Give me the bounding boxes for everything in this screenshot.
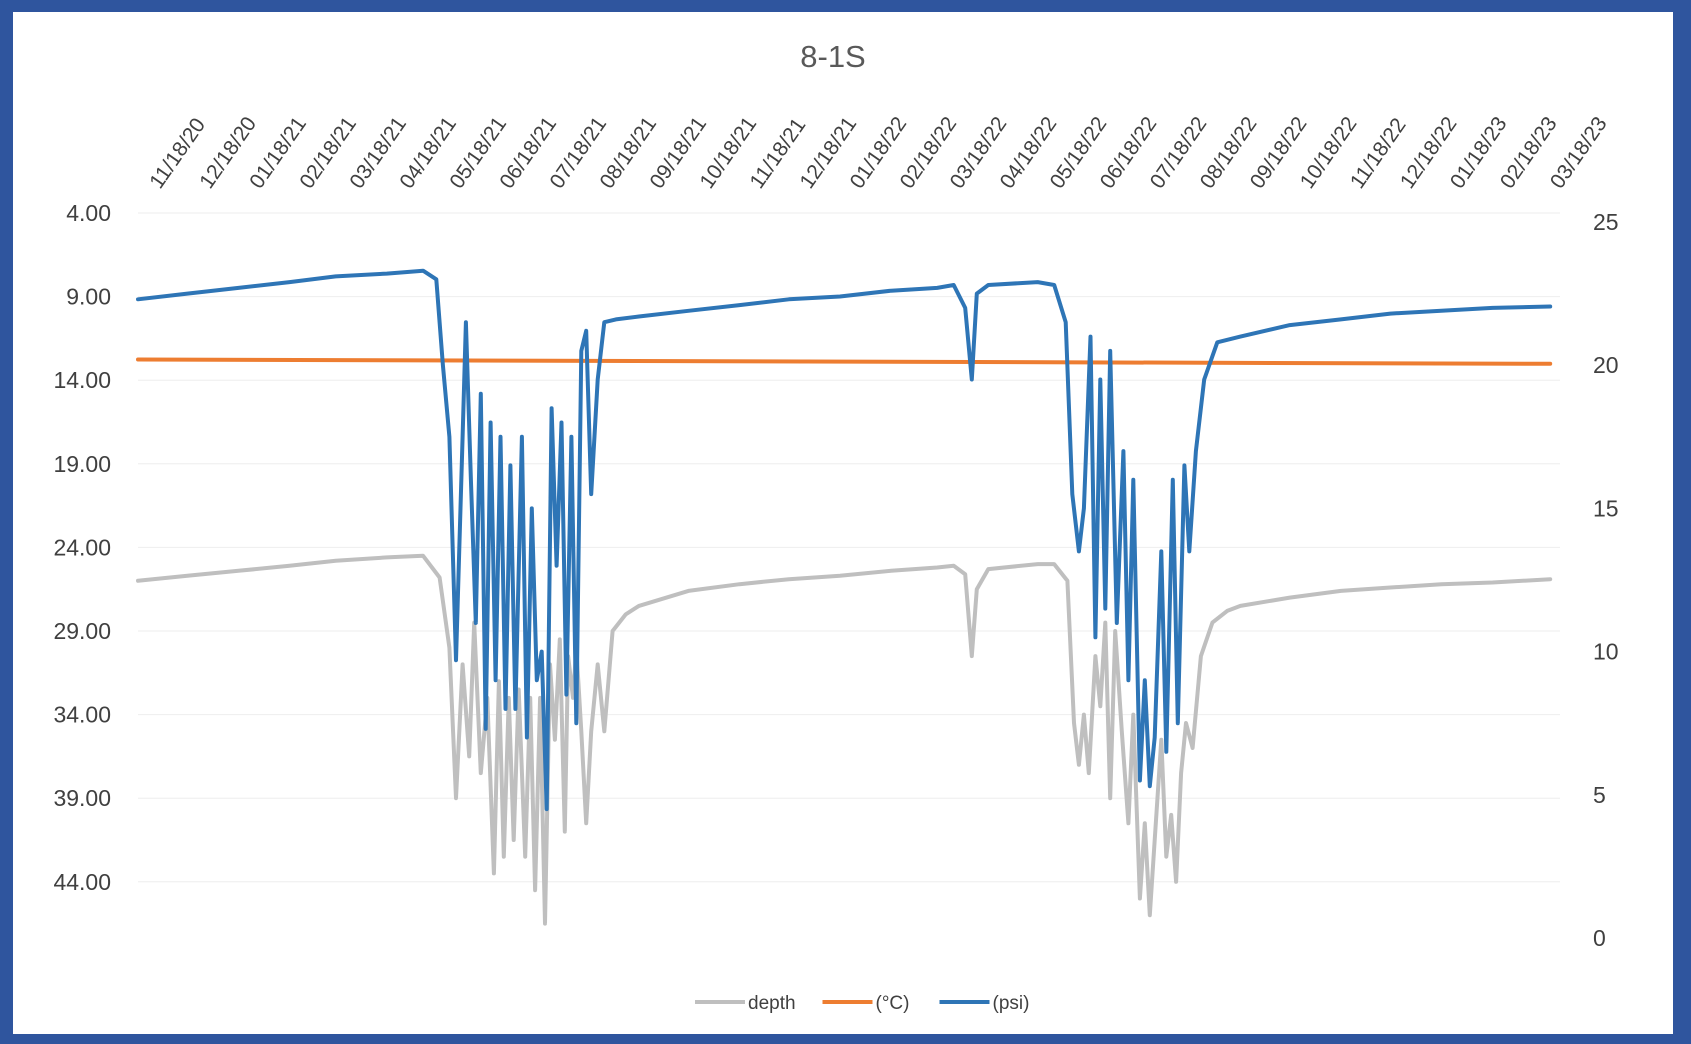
y-right-tick-label: 20	[1593, 352, 1619, 378]
legend: depth (°C) (psi)	[695, 993, 1029, 1014]
y-left-tick-label: 24.00	[53, 534, 111, 560]
y-right-tick-label: 25	[1593, 209, 1619, 235]
y-right-tick-label: 5	[1593, 782, 1606, 808]
y-left-tick-label: 29.00	[53, 618, 111, 644]
chart-title: 8-1S	[800, 39, 865, 74]
chart-area: 8-1S 11/18/20 12/18/20 01/18/21 02/18/21 03/…	[13, 12, 1673, 1034]
series-line-psi	[136, 268, 1553, 812]
y-left-tick-label: 14.00	[53, 367, 111, 393]
y-left-tick-label: 4.00	[66, 200, 111, 226]
line-chart: 8-1S 11/18/2012/18/2001/18/2102/18/2103/…	[53, 39, 1619, 1014]
y-right-tick-label: 10	[1593, 639, 1619, 665]
legend-label-psi: (psi)	[993, 993, 1030, 1014]
y-left-tick-label: 44.00	[53, 869, 111, 895]
y-left-tick-label: 39.00	[53, 785, 111, 811]
y-right-tick-label: 0	[1593, 925, 1606, 951]
y-left-tick-label: 19.00	[53, 451, 111, 477]
series-line-temperature	[136, 357, 1553, 366]
y-left-tick-label: 9.00	[66, 284, 111, 310]
y-left-tick-label: 34.00	[53, 702, 111, 728]
y-right-tick-label: 15	[1593, 495, 1619, 521]
series-line-depth	[136, 553, 1553, 926]
legend-label-temperature: (°C)	[876, 993, 910, 1014]
legend-label-depth: depth	[748, 993, 796, 1014]
